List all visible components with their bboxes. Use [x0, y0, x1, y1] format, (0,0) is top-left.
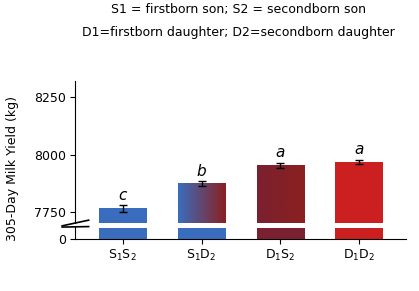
- Text: 305-Day Milk Yield (kg): 305-Day Milk Yield (kg): [6, 96, 19, 241]
- Text: D1=firstborn daughter; D2=secondborn daughter: D1=firstborn daughter; D2=secondborn dau…: [83, 26, 395, 39]
- Text: c: c: [119, 188, 127, 203]
- Text: a: a: [354, 142, 364, 157]
- Text: a: a: [276, 145, 285, 160]
- Text: S1 = firstborn son; S2 = secondborn son: S1 = firstborn son; S2 = secondborn son: [111, 3, 366, 16]
- Text: b: b: [197, 164, 206, 179]
